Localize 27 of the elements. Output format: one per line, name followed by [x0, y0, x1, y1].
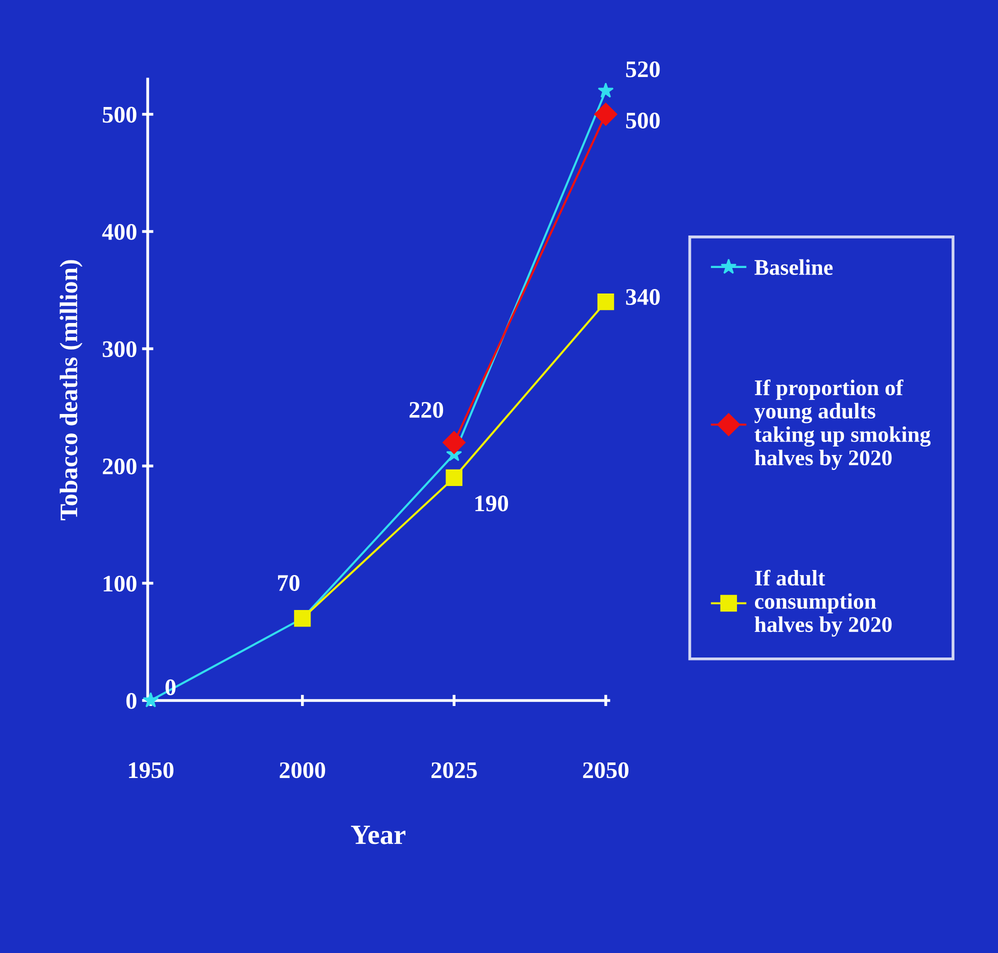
- legend-label: Baseline: [754, 259, 833, 275]
- x-tick-label: 2050: [583, 762, 628, 778]
- point: [597, 294, 614, 310]
- data-label: 220: [410, 402, 444, 418]
- y-tick-label: 500: [102, 106, 136, 123]
- point: [142, 692, 159, 708]
- x-tick-label: 2000: [280, 762, 326, 778]
- point: [598, 82, 614, 98]
- y-tick-label: 0: [126, 692, 136, 709]
- x-axis-title: Year: [350, 826, 406, 844]
- x-tick-label: 2025: [431, 762, 477, 778]
- data-label: 520: [626, 61, 660, 78]
- y-tick-label: 100: [104, 576, 136, 592]
- y-tick-label: 200: [102, 458, 136, 474]
- data-label: 190: [475, 495, 508, 512]
- data-label: 340: [626, 289, 660, 305]
- legend-label: If proportion of young adults taking up smoking halves by 2020: [754, 379, 931, 470]
- y-axis-title: Tobacco deaths (million): [60, 260, 82, 520]
- point: [594, 102, 618, 126]
- legend-label: If adult consumption halves by 2020: [754, 570, 892, 637]
- y-tick-label: 400: [102, 224, 136, 240]
- y-tick-label: 300: [102, 341, 136, 358]
- data-label: 500: [626, 112, 660, 129]
- point: [446, 469, 462, 486]
- point: [442, 431, 466, 454]
- x-tick-label: 1950: [129, 762, 174, 778]
- data-label: 70: [278, 575, 300, 591]
